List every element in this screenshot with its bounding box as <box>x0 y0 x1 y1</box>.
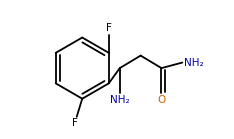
Text: O: O <box>157 95 166 105</box>
Text: NH₂: NH₂ <box>184 58 204 68</box>
Text: NH₂: NH₂ <box>110 95 130 105</box>
Text: F: F <box>72 118 78 128</box>
Text: F: F <box>106 23 112 33</box>
